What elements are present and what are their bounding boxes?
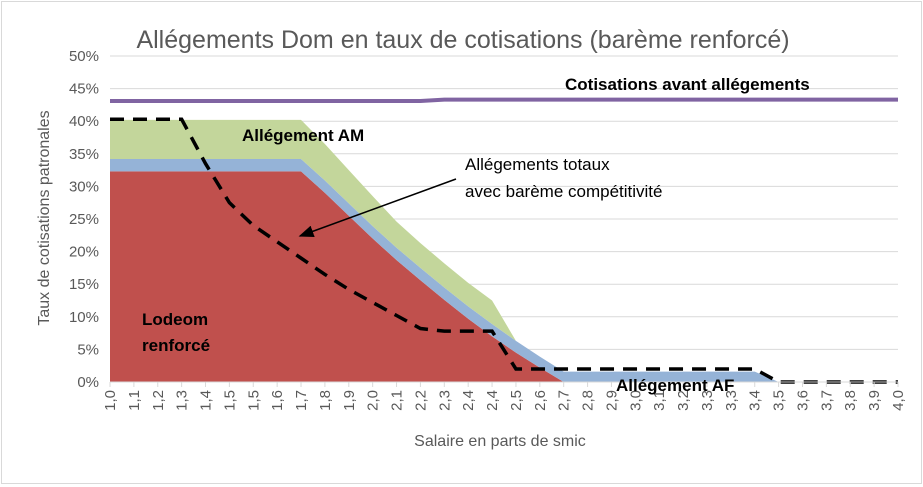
x-tick-label: 2,1 [389, 390, 406, 411]
x-tick-label: 2,3 [436, 390, 453, 411]
x-tick-label: 2,4 [484, 390, 501, 411]
x-tick-label: 2,4 [460, 390, 477, 411]
y-tick-label: 15% [69, 276, 99, 293]
y-tick-label: 0% [77, 374, 99, 391]
y-tick-label: 20% [69, 244, 99, 261]
x-tick-label: 3,8 [842, 390, 859, 411]
y-tick-label: 10% [69, 309, 99, 326]
y-tick-labels: 0% 5% 10% 15% 20% 25% 30% 35% 40% 45% 50% [69, 48, 99, 391]
x-tick-label: 3,7 [818, 390, 835, 411]
y-axis-label: Taux de cotisations patronales [36, 110, 53, 325]
y-tick-label: 25% [69, 211, 99, 228]
x-tick-label: 2,8 [580, 390, 597, 411]
annotation-totaux-1: Allégements totaux [465, 155, 610, 174]
area-lodeom-renforc- [110, 171, 898, 382]
x-tick-label: 2,6 [532, 390, 549, 411]
y-tick-label: 45% [69, 81, 99, 98]
x-axis: 1,0 1,1 1,2 1,3 1,4 1,5 1,5 1,6 1,7 1,8 1,9 2,0 2,1 2… [102, 381, 907, 411]
y-tick-label: 5% [77, 341, 99, 358]
area-all-gement-am [110, 119, 898, 383]
x-axis-label: Salaire en parts de smic [414, 433, 586, 450]
series-lines [110, 97, 898, 384]
annotation-lodeom-2: renforcé [142, 336, 210, 355]
annotation-arrow [298, 178, 457, 238]
x-tick-label: 1,7 [293, 390, 310, 411]
stacked-areas [110, 119, 898, 383]
x-tick-label: 4,0 [890, 390, 907, 411]
line-cotisations-avant-all-gements [110, 97, 898, 103]
y-tick-label: 35% [69, 146, 99, 163]
x-tick-label: 3,3 [723, 390, 740, 411]
x-tick-label: 2,2 [412, 390, 429, 411]
x-tick-label: 3,3 [699, 390, 716, 411]
area-all-gement-af [110, 159, 898, 382]
y-tick-label: 30% [69, 178, 99, 195]
x-tick-label: 2,9 [603, 390, 620, 411]
annotation-af: Allégement AF [616, 376, 734, 395]
x-tick-label: 3,0 [627, 390, 644, 411]
x-tick-label: 1,0 [102, 390, 119, 411]
x-tick-label: 1,2 [150, 390, 167, 411]
annotation-am: Allégement AM [242, 126, 364, 145]
x-tick-label: 1,9 [341, 390, 358, 411]
x-tick-label: 1,6 [269, 390, 286, 411]
x-tick-label: 1,3 [174, 390, 191, 411]
annotation-cotisations: Cotisations avant allégements [565, 75, 810, 94]
x-tick-label: 3,5 [771, 390, 788, 411]
x-tick-label: 3,2 [675, 390, 692, 411]
x-tick-label: 1,8 [317, 390, 334, 411]
x-tick-label: 2,7 [556, 390, 573, 411]
line-all-gements-totaux-avec-bar-me-comp-titivit- [110, 117, 898, 384]
x-tick-label: 1,5 [221, 390, 238, 411]
chart-title: Allégements Dom en taux de cotisations (… [136, 26, 789, 54]
x-tick-label: 1,4 [198, 390, 215, 411]
annotation-lodeom-1: Lodeom [142, 310, 208, 329]
y-tick-label: 50% [69, 48, 99, 65]
x-tick-label: 1,1 [126, 390, 143, 411]
annotation-totaux-2: avec barème compétitivité [465, 182, 662, 201]
x-tick-label: 3,9 [866, 390, 883, 411]
x-tick-label: 1,5 [245, 390, 262, 411]
x-tick-label: 3,4 [747, 390, 764, 411]
x-tick-label: 2,5 [508, 390, 525, 411]
x-tick-label: 3,6 [794, 390, 811, 411]
x-tick-label: 2,0 [365, 390, 382, 411]
y-tick-label: 40% [69, 113, 99, 130]
x-tick-label: 3,1 [651, 390, 668, 411]
